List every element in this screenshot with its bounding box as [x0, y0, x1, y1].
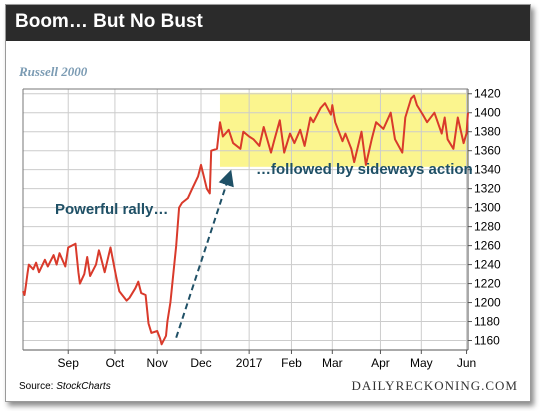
chart-card: Boom… But No Bust Russell 2000 1160 1180 1…	[5, 4, 531, 402]
source-name: StockCharts	[56, 381, 111, 392]
y-tick-label: 1380	[474, 125, 501, 139]
rally-arrow	[175, 169, 234, 338]
axis-layer: 1160 1180 1200 1220 1240 1260 1280 1300 1320 1340…	[22, 87, 501, 370]
rally-annotation: Powerful rally…	[55, 201, 168, 218]
y-tick-label: 1300	[474, 201, 501, 215]
y-tick-label: 1240	[474, 258, 501, 272]
y-tick-label: 1200	[474, 296, 501, 310]
source-prefix: Source:	[19, 381, 57, 392]
x-tick-label: 2017	[236, 356, 263, 370]
series-layer	[22, 94, 469, 346]
x-tick-label: Oct	[106, 356, 125, 370]
sideways-range-band	[219, 92, 468, 167]
y-tick-label: 1340	[474, 163, 501, 177]
x-tick-label: Apr	[371, 356, 390, 370]
chart-subtitle: Russell 2000	[19, 64, 88, 79]
x-tick-label: Dec	[190, 356, 211, 370]
y-tick-label: 1160	[474, 334, 500, 348]
x-tick-label: May	[410, 356, 433, 370]
russell-2000-line	[22, 94, 469, 346]
y-tick-label: 1400	[474, 106, 501, 120]
y-tick-label: 1220	[474, 277, 501, 291]
y-tick-label: 1180	[474, 315, 500, 329]
x-tick-label: Sep	[58, 356, 80, 370]
x-tick-label: Nov	[147, 356, 168, 370]
x-tick-label: Feb	[281, 356, 302, 370]
y-tick-label: 1320	[474, 182, 501, 196]
highlight-band-layer	[219, 92, 468, 167]
brand-wordmark: DAILYRECKONING.COM	[351, 378, 518, 393]
x-tick-label: Mar	[322, 356, 343, 370]
chart-headline: Boom… But No Bust	[15, 11, 203, 32]
sideways-annotation: …followed by sideways action	[256, 161, 473, 178]
y-tick-label: 1280	[474, 220, 501, 234]
source-note: Source: StockCharts	[19, 381, 111, 392]
x-tick-label: Jun	[457, 356, 476, 370]
title-bar: Boom… But No Bust	[6, 5, 530, 41]
y-tick-label: 1360	[474, 144, 501, 158]
line-chart: 1160 1180 1200 1220 1240 1260 1280 1300 1320 1340…	[22, 87, 501, 370]
y-tick-label: 1260	[474, 239, 501, 253]
annotation-layer: Powerful rally… …followed by sideways act…	[55, 161, 473, 338]
grid-layer	[23, 89, 468, 350]
y-tick-label: 1420	[474, 87, 501, 101]
